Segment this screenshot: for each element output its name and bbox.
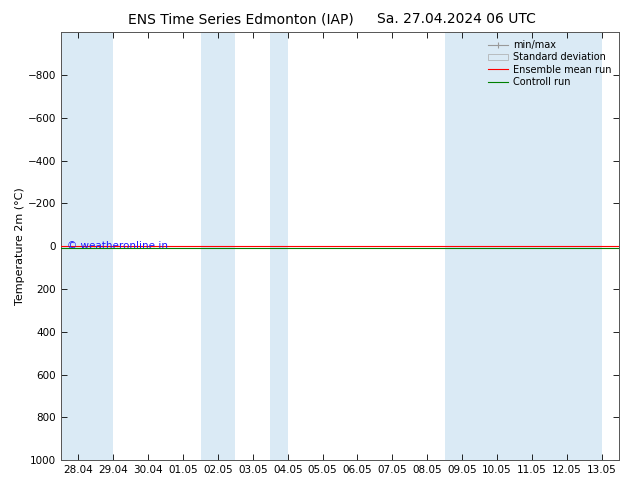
Bar <box>200 32 235 460</box>
Bar <box>479 32 602 460</box>
Text: © weatheronline.in: © weatheronline.in <box>67 241 167 251</box>
Bar <box>96 32 113 460</box>
Legend: min/max, Standard deviation, Ensemble mean run, Controll run: min/max, Standard deviation, Ensemble me… <box>486 37 614 90</box>
Bar <box>444 32 479 460</box>
Y-axis label: Temperature 2m (°C): Temperature 2m (°C) <box>15 187 25 305</box>
Bar <box>61 32 96 460</box>
Bar <box>270 32 288 460</box>
Text: Sa. 27.04.2024 06 UTC: Sa. 27.04.2024 06 UTC <box>377 12 536 26</box>
Text: ENS Time Series Edmonton (IAP): ENS Time Series Edmonton (IAP) <box>128 12 354 26</box>
